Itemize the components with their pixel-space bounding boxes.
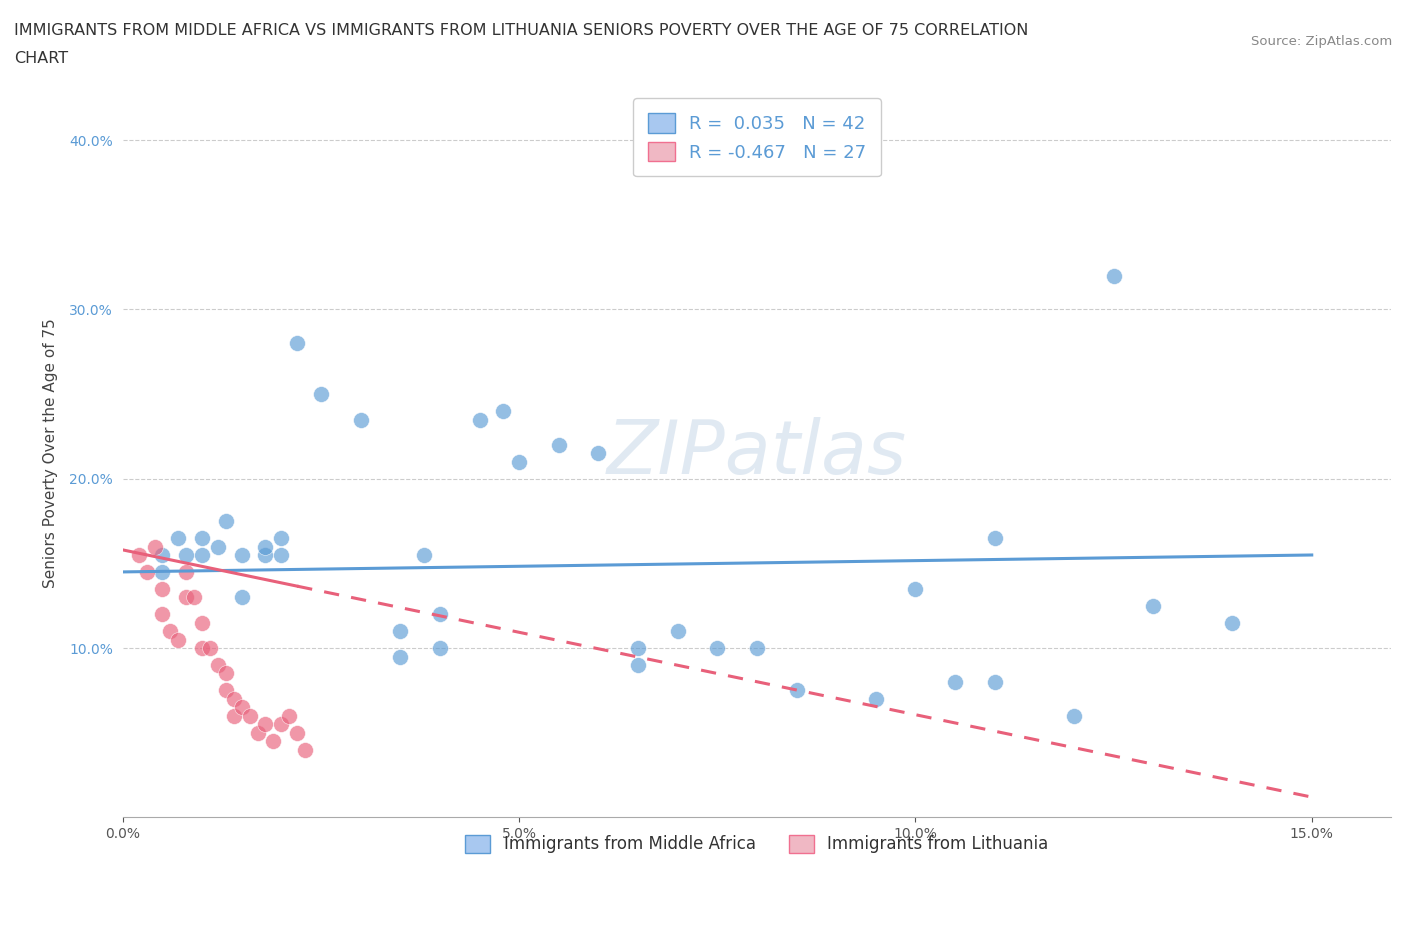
Point [285,336,308,351]
Point [786,683,808,698]
Point [745,641,768,656]
Point [270,548,292,563]
Point [349,412,371,427]
Point [254,539,277,554]
Point [429,606,451,621]
Point [207,658,229,672]
Point [865,691,887,706]
Point [943,674,966,689]
Point [492,404,515,418]
Point [231,700,253,715]
Point [508,455,530,470]
Point [222,691,245,706]
Point [294,742,316,757]
Point [174,548,197,563]
Legend: Immigrants from Middle Africa, Immigrants from Lithuania: Immigrants from Middle Africa, Immigrant… [458,828,1056,860]
Point [309,387,332,402]
Point [389,624,412,639]
Point [143,539,166,554]
Point [215,683,238,698]
Point [666,624,689,639]
Point [429,641,451,656]
Point [904,581,927,596]
Point [627,641,650,656]
Point [413,548,436,563]
Point [262,734,284,749]
Point [1222,616,1244,631]
Point [254,717,277,732]
Point [167,632,190,647]
Point [231,548,253,563]
Point [198,641,221,656]
Point [159,624,181,639]
Point [191,531,214,546]
Point [183,590,205,604]
Point [191,548,214,563]
Point [285,725,308,740]
Point [174,590,197,604]
Point [706,641,728,656]
Point [167,531,190,546]
Point [270,531,292,546]
Point [152,548,174,563]
Point [1063,709,1085,724]
Point [254,548,277,563]
Text: IMMIGRANTS FROM MIDDLE AFRICA VS IMMIGRANTS FROM LITHUANIA SENIORS POVERTY OVER : IMMIGRANTS FROM MIDDLE AFRICA VS IMMIGRA… [14,23,1028,38]
Point [152,565,174,579]
Point [215,666,238,681]
Point [128,548,150,563]
Point [152,606,174,621]
Point [1142,598,1164,613]
Point [222,709,245,724]
Point [468,412,491,427]
Point [983,531,1005,546]
Point [191,641,214,656]
Point [278,709,301,724]
Text: CHART: CHART [14,51,67,66]
Point [246,725,269,740]
Point [239,709,262,724]
Point [207,539,229,554]
Point [191,616,214,631]
Point [231,590,253,604]
Text: ZIPatlas: ZIPatlas [607,418,907,489]
Point [1102,268,1125,283]
Point [174,565,197,579]
Point [389,649,412,664]
Point [627,658,650,672]
Y-axis label: Seniors Poverty Over the Age of 75: Seniors Poverty Over the Age of 75 [44,319,58,589]
Point [152,581,174,596]
Point [547,437,569,452]
Point [588,446,610,461]
Point [270,717,292,732]
Point [983,674,1005,689]
Point [135,565,157,579]
Point [215,513,238,528]
Text: Source: ZipAtlas.com: Source: ZipAtlas.com [1251,35,1392,48]
